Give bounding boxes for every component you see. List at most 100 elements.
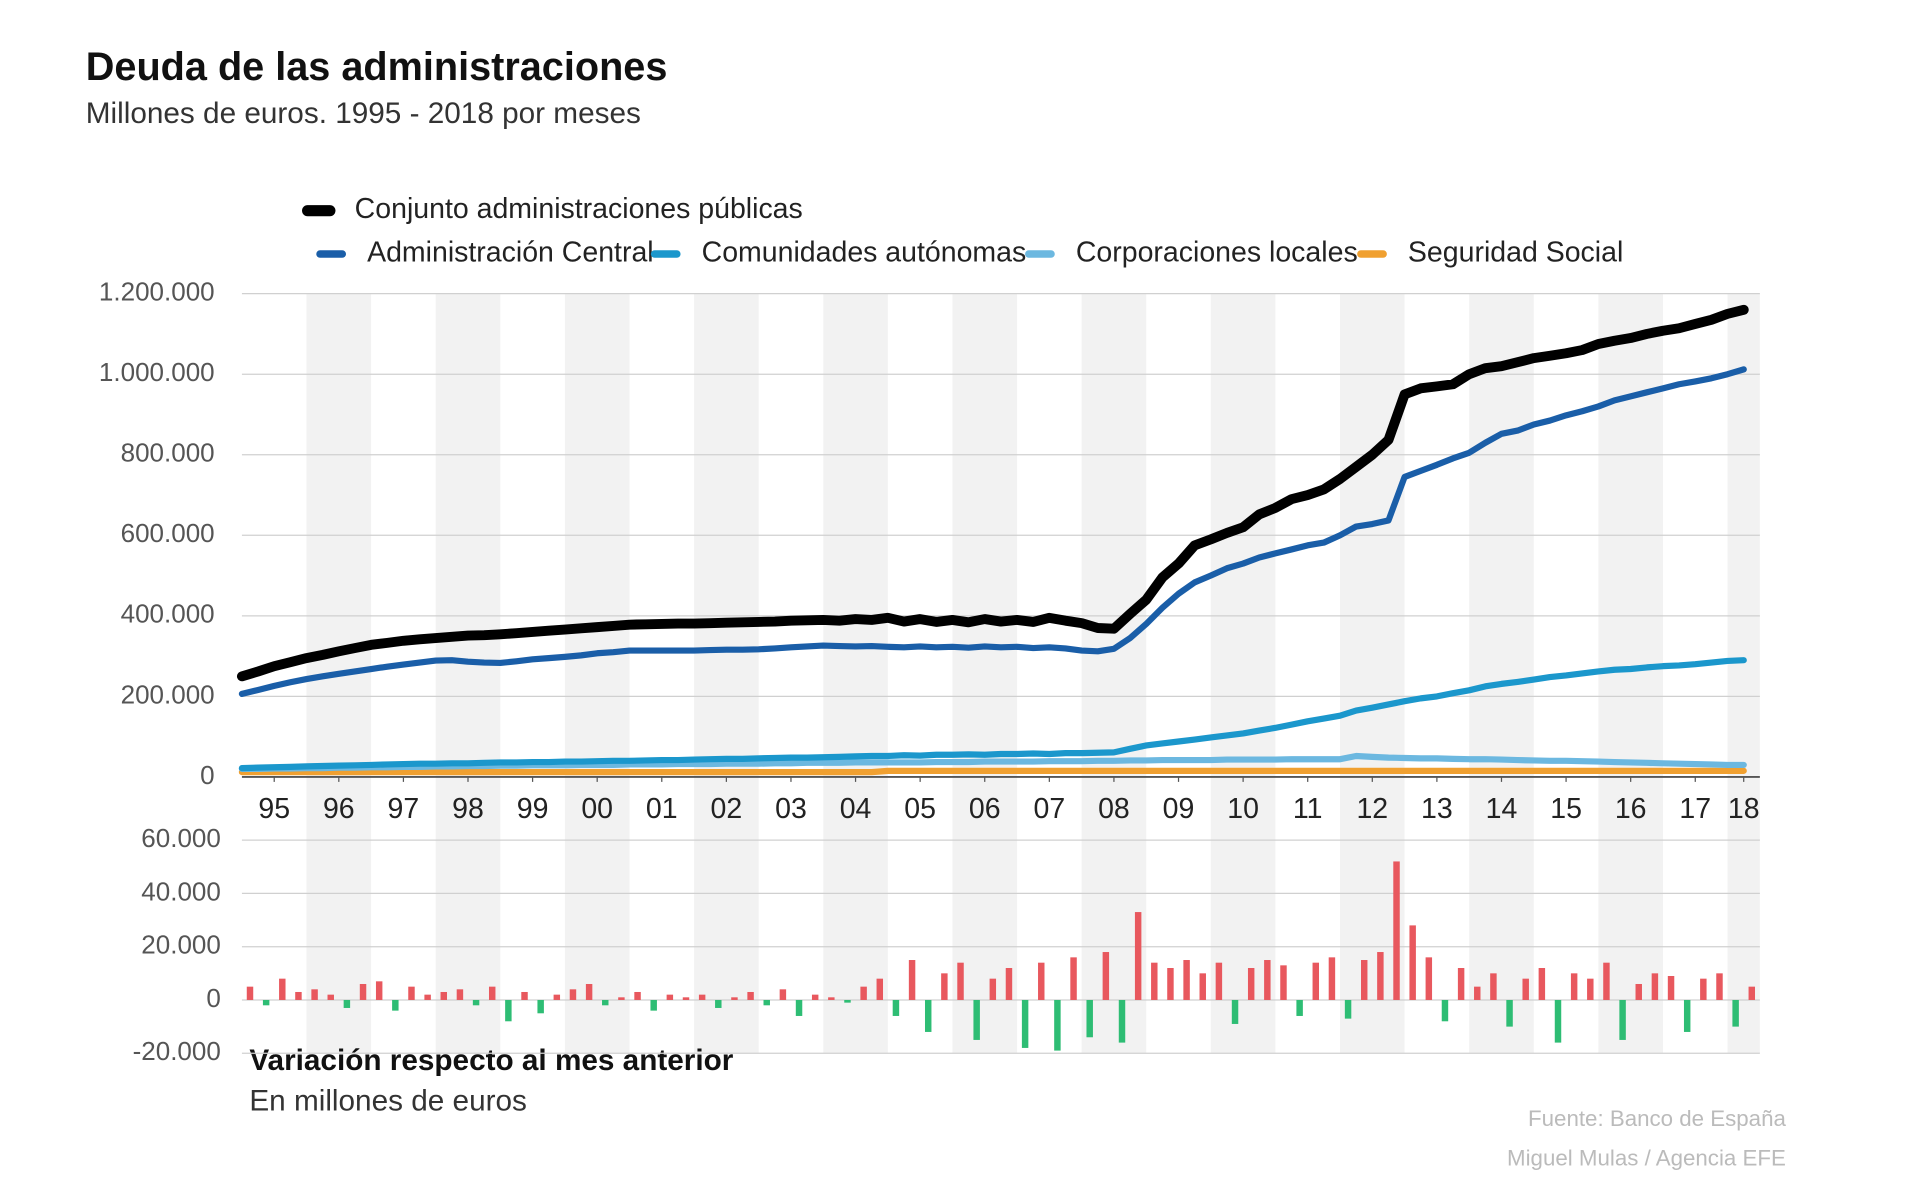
x-tick-label: 16 bbox=[1615, 793, 1647, 825]
bar bbox=[1683, 999, 1691, 1032]
x-tick-label: 07 bbox=[1033, 793, 1065, 825]
bar bbox=[1151, 962, 1158, 1000]
bar bbox=[472, 999, 480, 1006]
bar bbox=[1215, 962, 1223, 1000]
bar-subtitle: En millones de euros bbox=[249, 1085, 527, 1118]
x-tick-label: 17 bbox=[1679, 793, 1711, 825]
y-tick-label: -20.000 bbox=[133, 1036, 221, 1066]
x-tick-label: 00 bbox=[581, 793, 613, 825]
y-tick-label: 1.000.000 bbox=[99, 357, 215, 387]
legend-label: Seguridad Social bbox=[1408, 237, 1623, 269]
bar bbox=[1506, 999, 1513, 1027]
year-band bbox=[1469, 293, 1534, 1054]
bar bbox=[666, 994, 674, 1000]
bar bbox=[1377, 952, 1384, 1000]
x-tick-label: 08 bbox=[1098, 793, 1130, 825]
year-band bbox=[1598, 293, 1663, 1054]
bar bbox=[311, 989, 318, 1000]
x-tick-label: 15 bbox=[1550, 793, 1582, 825]
y-tick-label: 200.000 bbox=[121, 679, 215, 709]
bar bbox=[1700, 978, 1707, 1000]
bar bbox=[618, 997, 625, 1000]
bar bbox=[392, 999, 399, 1011]
bar bbox=[295, 991, 302, 1000]
bar bbox=[505, 999, 512, 1022]
bar bbox=[1005, 968, 1013, 1000]
bar bbox=[1667, 976, 1675, 1000]
bar bbox=[1651, 973, 1659, 1000]
y-tick-label: 60.000 bbox=[141, 823, 221, 853]
bar bbox=[408, 986, 415, 1000]
bar bbox=[1086, 999, 1093, 1038]
bar bbox=[279, 978, 286, 1000]
bar bbox=[924, 999, 932, 1032]
bar bbox=[246, 986, 254, 1000]
legend-label: Corporaciones locales bbox=[1076, 237, 1358, 269]
bar bbox=[1716, 973, 1723, 1000]
bar bbox=[1603, 962, 1610, 1000]
bar bbox=[1264, 960, 1271, 1000]
bar bbox=[1118, 999, 1126, 1043]
y-tick-label: 1.200.000 bbox=[99, 277, 215, 307]
bar bbox=[811, 994, 819, 1000]
bar bbox=[1328, 957, 1336, 1000]
bar bbox=[844, 999, 851, 1003]
x-tick-label: 03 bbox=[775, 793, 807, 825]
bar bbox=[537, 999, 544, 1014]
bar-title: Variación respecto al mes anterior bbox=[249, 1044, 733, 1077]
x-tick-label: 01 bbox=[646, 793, 678, 825]
x-tick-label: 99 bbox=[517, 793, 549, 825]
bar bbox=[359, 983, 367, 1000]
bar bbox=[488, 986, 496, 1000]
x-tick-label: 05 bbox=[904, 793, 936, 825]
bar bbox=[860, 986, 867, 1000]
bar bbox=[747, 991, 754, 1000]
bar bbox=[795, 999, 803, 1016]
bar bbox=[1522, 978, 1529, 1000]
series-line bbox=[238, 752, 1747, 772]
bar bbox=[957, 962, 964, 1000]
bar bbox=[731, 997, 738, 1000]
bar bbox=[1570, 973, 1578, 1000]
bar bbox=[634, 991, 641, 1000]
chart-title: Deuda de las administraciones bbox=[86, 45, 668, 89]
y-tick-label: 600.000 bbox=[121, 518, 215, 548]
source: Fuente: Banco de España bbox=[1528, 1106, 1786, 1131]
bar bbox=[569, 989, 577, 1000]
y-tick-label: 800.000 bbox=[121, 438, 215, 468]
x-tick-label: 96 bbox=[323, 793, 355, 825]
bar bbox=[908, 960, 916, 1000]
bar bbox=[343, 999, 351, 1008]
y-tick-label: 0 bbox=[206, 983, 220, 1013]
bar bbox=[1441, 999, 1449, 1022]
bar bbox=[876, 978, 884, 1000]
bar bbox=[1554, 999, 1562, 1043]
bar bbox=[892, 999, 900, 1016]
y-tick-label: 400.000 bbox=[121, 599, 215, 629]
bar bbox=[1538, 968, 1546, 1000]
bar bbox=[1619, 999, 1626, 1040]
bar bbox=[602, 999, 609, 1006]
year-band bbox=[1210, 293, 1276, 1054]
bar bbox=[698, 994, 706, 1000]
x-tick-label: 13 bbox=[1421, 793, 1453, 825]
bar bbox=[585, 983, 593, 1000]
credit: Miguel Mulas / Agencia EFE bbox=[1507, 1146, 1786, 1171]
bar bbox=[1457, 968, 1465, 1000]
bar bbox=[1280, 965, 1287, 1000]
x-tick-label: 10 bbox=[1227, 793, 1259, 825]
year-band bbox=[694, 293, 759, 1054]
chart-subtitle: Millones de euros. 1995 - 2018 por meses bbox=[86, 97, 641, 130]
bar bbox=[941, 973, 948, 1000]
bar bbox=[262, 999, 270, 1006]
x-tick-label: 95 bbox=[258, 793, 290, 825]
x-tick-label: 06 bbox=[969, 793, 1001, 825]
year-bands bbox=[306, 293, 1760, 1054]
bar bbox=[1199, 973, 1206, 1000]
x-tick-label: 11 bbox=[1293, 793, 1323, 825]
bar bbox=[1167, 968, 1174, 1000]
year-band bbox=[435, 293, 501, 1054]
bar bbox=[1183, 960, 1190, 1000]
